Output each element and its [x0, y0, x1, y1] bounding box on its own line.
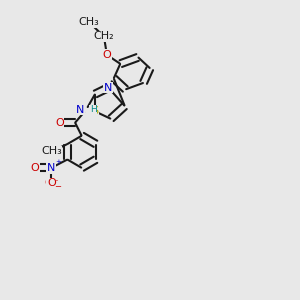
Text: N: N — [104, 82, 112, 93]
Text: O: O — [103, 50, 111, 60]
Text: N: N — [47, 163, 56, 173]
Text: O: O — [55, 118, 64, 128]
Text: N: N — [76, 105, 85, 115]
Text: −: − — [54, 182, 61, 191]
Text: +: + — [55, 159, 61, 165]
Text: O: O — [47, 178, 56, 188]
Text: O⁻: O⁻ — [44, 178, 58, 188]
Text: CH₃: CH₃ — [79, 17, 99, 27]
Text: H: H — [90, 105, 96, 114]
Text: S: S — [92, 106, 99, 116]
Text: O: O — [30, 163, 39, 173]
Text: N: N — [47, 163, 56, 173]
Text: CH₃: CH₃ — [41, 146, 62, 157]
Text: CH₂: CH₂ — [94, 32, 114, 41]
